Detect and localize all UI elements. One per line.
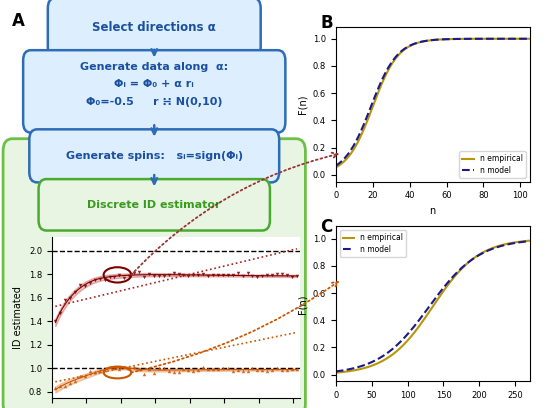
FancyBboxPatch shape bbox=[39, 179, 270, 231]
n empirical bbox=[465, 260, 471, 265]
n model bbox=[458, 36, 465, 41]
n model bbox=[340, 368, 346, 373]
n empirical bbox=[362, 366, 369, 370]
Text: Generate spins:   sᵢ=sign(Φᵢ): Generate spins: sᵢ=sign(Φᵢ) bbox=[66, 151, 243, 161]
n empirical bbox=[333, 370, 339, 375]
n empirical bbox=[526, 238, 532, 243]
n empirical bbox=[465, 36, 472, 41]
Legend: n empirical, n model: n empirical, n model bbox=[459, 151, 526, 178]
n model bbox=[465, 36, 472, 41]
n model bbox=[465, 260, 471, 265]
n model bbox=[501, 36, 507, 41]
Y-axis label: F(n): F(n) bbox=[297, 94, 307, 114]
n empirical bbox=[447, 37, 454, 42]
Text: Discrete ID estimator: Discrete ID estimator bbox=[87, 200, 221, 210]
n model bbox=[333, 369, 339, 374]
Y-axis label: ID estimated: ID estimated bbox=[13, 286, 23, 349]
n model bbox=[333, 163, 339, 168]
Text: Select directions α: Select directions α bbox=[92, 21, 216, 34]
FancyBboxPatch shape bbox=[29, 129, 279, 182]
Text: Generate data along  α:: Generate data along α: bbox=[80, 62, 228, 72]
FancyBboxPatch shape bbox=[23, 50, 286, 133]
Text: B: B bbox=[321, 14, 333, 32]
n empirical bbox=[333, 165, 339, 170]
Text: C: C bbox=[321, 218, 333, 236]
Line: n model: n model bbox=[336, 241, 529, 371]
n model bbox=[447, 37, 454, 42]
Text: A: A bbox=[13, 12, 25, 30]
n empirical bbox=[340, 370, 346, 375]
FancyBboxPatch shape bbox=[48, 0, 260, 57]
Line: n empirical: n empirical bbox=[336, 39, 530, 167]
X-axis label: n: n bbox=[430, 406, 436, 408]
n model bbox=[443, 282, 449, 287]
n empirical bbox=[399, 344, 405, 349]
n model bbox=[526, 36, 533, 41]
n empirical bbox=[458, 36, 465, 41]
n model bbox=[445, 37, 452, 42]
n model bbox=[362, 362, 369, 367]
X-axis label: n: n bbox=[430, 206, 436, 216]
Line: n empirical: n empirical bbox=[336, 241, 529, 373]
n model bbox=[399, 338, 405, 343]
n model bbox=[338, 159, 345, 164]
n model bbox=[526, 239, 532, 244]
n empirical bbox=[338, 161, 345, 166]
Y-axis label: F(n): F(n) bbox=[297, 294, 307, 314]
n empirical bbox=[526, 36, 533, 41]
Text: Discrete: Discrete bbox=[115, 148, 193, 166]
Line: n model: n model bbox=[336, 39, 530, 166]
Legend: n empirical, n model: n empirical, n model bbox=[340, 230, 406, 257]
FancyBboxPatch shape bbox=[3, 139, 305, 408]
n empirical bbox=[384, 355, 391, 360]
n model bbox=[384, 350, 391, 355]
n empirical bbox=[443, 285, 449, 290]
n empirical bbox=[501, 36, 507, 41]
Text: Φᵢ = Φ₀ + α rᵢ: Φᵢ = Φ₀ + α rᵢ bbox=[114, 80, 194, 89]
n empirical bbox=[445, 37, 452, 42]
Text: Φ₀=-0.5     r ∺ N(0,10): Φ₀=-0.5 r ∺ N(0,10) bbox=[86, 97, 223, 107]
